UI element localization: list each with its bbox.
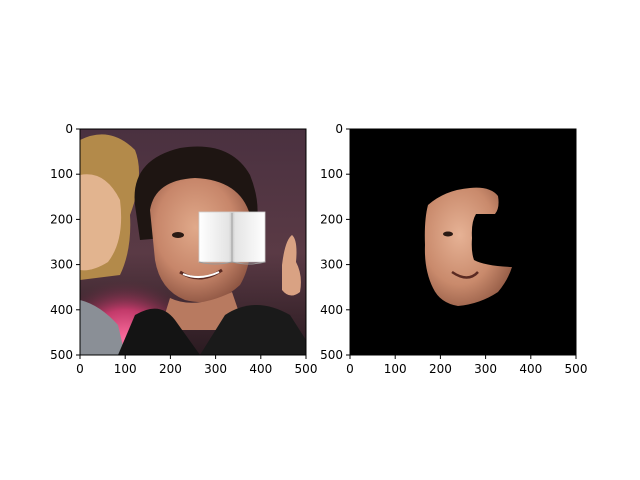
book-occluder bbox=[198, 211, 266, 265]
right-axes-frame bbox=[349, 128, 577, 356]
right-x-tick-label: 100 bbox=[384, 362, 407, 376]
left-x-tick-label: 400 bbox=[249, 362, 272, 376]
right-y-tick-label: 100 bbox=[320, 167, 343, 181]
left-y-tick-label: 400 bbox=[50, 303, 73, 317]
left-y-tick-label: 100 bbox=[50, 167, 73, 181]
left-y-tick-label: 0 bbox=[65, 122, 73, 136]
right-y-tick-label: 200 bbox=[320, 212, 343, 226]
left-y-tick-label: 500 bbox=[50, 348, 73, 362]
face-mask bbox=[424, 187, 512, 306]
right-mask bbox=[350, 129, 576, 355]
left-photo bbox=[80, 129, 306, 355]
left-axes-frame bbox=[79, 128, 307, 356]
right-y-tick-label: 500 bbox=[320, 348, 343, 362]
left-x-tick-label: 0 bbox=[76, 362, 84, 376]
right-x-tick-label: 400 bbox=[519, 362, 542, 376]
right-y-tick-label: 400 bbox=[320, 303, 343, 317]
right-y-tick-label: 0 bbox=[335, 122, 343, 136]
right-x-tick-label: 200 bbox=[429, 362, 452, 376]
left-x-tick-label: 500 bbox=[295, 362, 318, 376]
right-x-tick-label: 0 bbox=[346, 362, 354, 376]
right-x-tick-label: 300 bbox=[474, 362, 497, 376]
right-y-tick-label: 300 bbox=[320, 258, 343, 272]
left-x-tick-label: 200 bbox=[159, 362, 182, 376]
left-x-tick-label: 300 bbox=[204, 362, 227, 376]
left-y-tick-label: 300 bbox=[50, 258, 73, 272]
left-x-tick-label: 100 bbox=[114, 362, 137, 376]
left-y-tick-label: 200 bbox=[50, 212, 73, 226]
right-x-tick-label: 500 bbox=[565, 362, 588, 376]
